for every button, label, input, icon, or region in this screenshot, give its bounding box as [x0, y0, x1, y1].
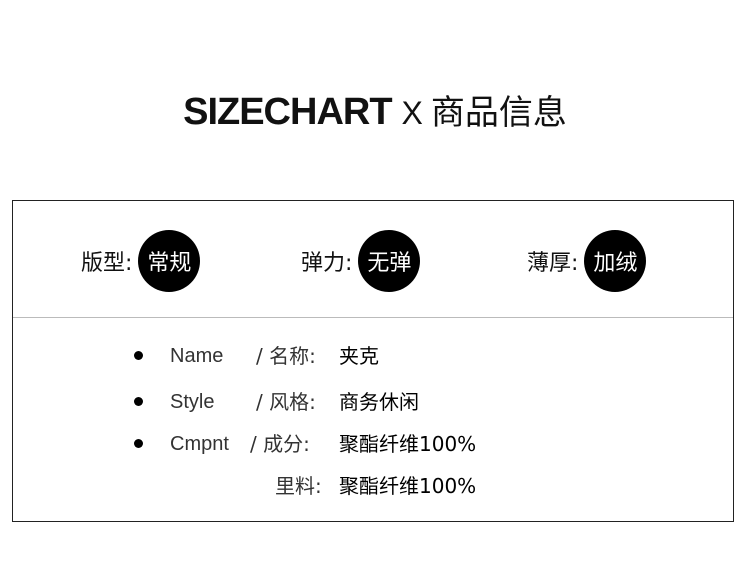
detail-english: Style — [170, 391, 215, 413]
page-title: SIZECHART X 商品信息 — [0, 86, 750, 138]
attribute-value-badge: 加绒 — [584, 230, 647, 292]
title-separator: X — [401, 95, 423, 131]
detail-english: Cmpnt — [170, 433, 229, 455]
attribute-elasticity: 弹力: 无弹 — [301, 230, 421, 292]
detail-value: 聚酯纤维100% — [339, 432, 477, 456]
divider — [13, 317, 733, 318]
detail-label: / 风格: — [256, 390, 316, 414]
info-box: 版型: 常规 弹力: 无弹 薄厚: 加绒 Name / 名称: 夹克 Style… — [12, 200, 734, 522]
bullet-icon — [134, 439, 143, 448]
detail-english: Name — [170, 345, 224, 367]
attribute-label: 薄厚: — [527, 251, 579, 276]
attribute-value-badge: 无弹 — [358, 230, 421, 292]
detail-label: 里料: — [275, 474, 322, 498]
attribute-fit: 版型: 常规 — [81, 230, 201, 292]
detail-value: 聚酯纤维100% — [339, 474, 477, 498]
bullet-icon — [134, 351, 143, 360]
attribute-value-badge: 常规 — [138, 230, 201, 292]
attribute-label: 弹力: — [301, 251, 353, 276]
detail-value: 商务休闲 — [339, 390, 419, 414]
title-chinese: 商品信息 — [430, 93, 567, 133]
title-english: SIZECHART — [183, 91, 392, 133]
detail-label: / 名称: — [256, 344, 316, 368]
bullet-icon — [134, 397, 143, 406]
detail-value: 夹克 — [339, 344, 379, 368]
attribute-thickness: 薄厚: 加绒 — [527, 230, 647, 292]
detail-label: / 成分: — [250, 432, 310, 456]
attribute-label: 版型: — [81, 251, 133, 276]
